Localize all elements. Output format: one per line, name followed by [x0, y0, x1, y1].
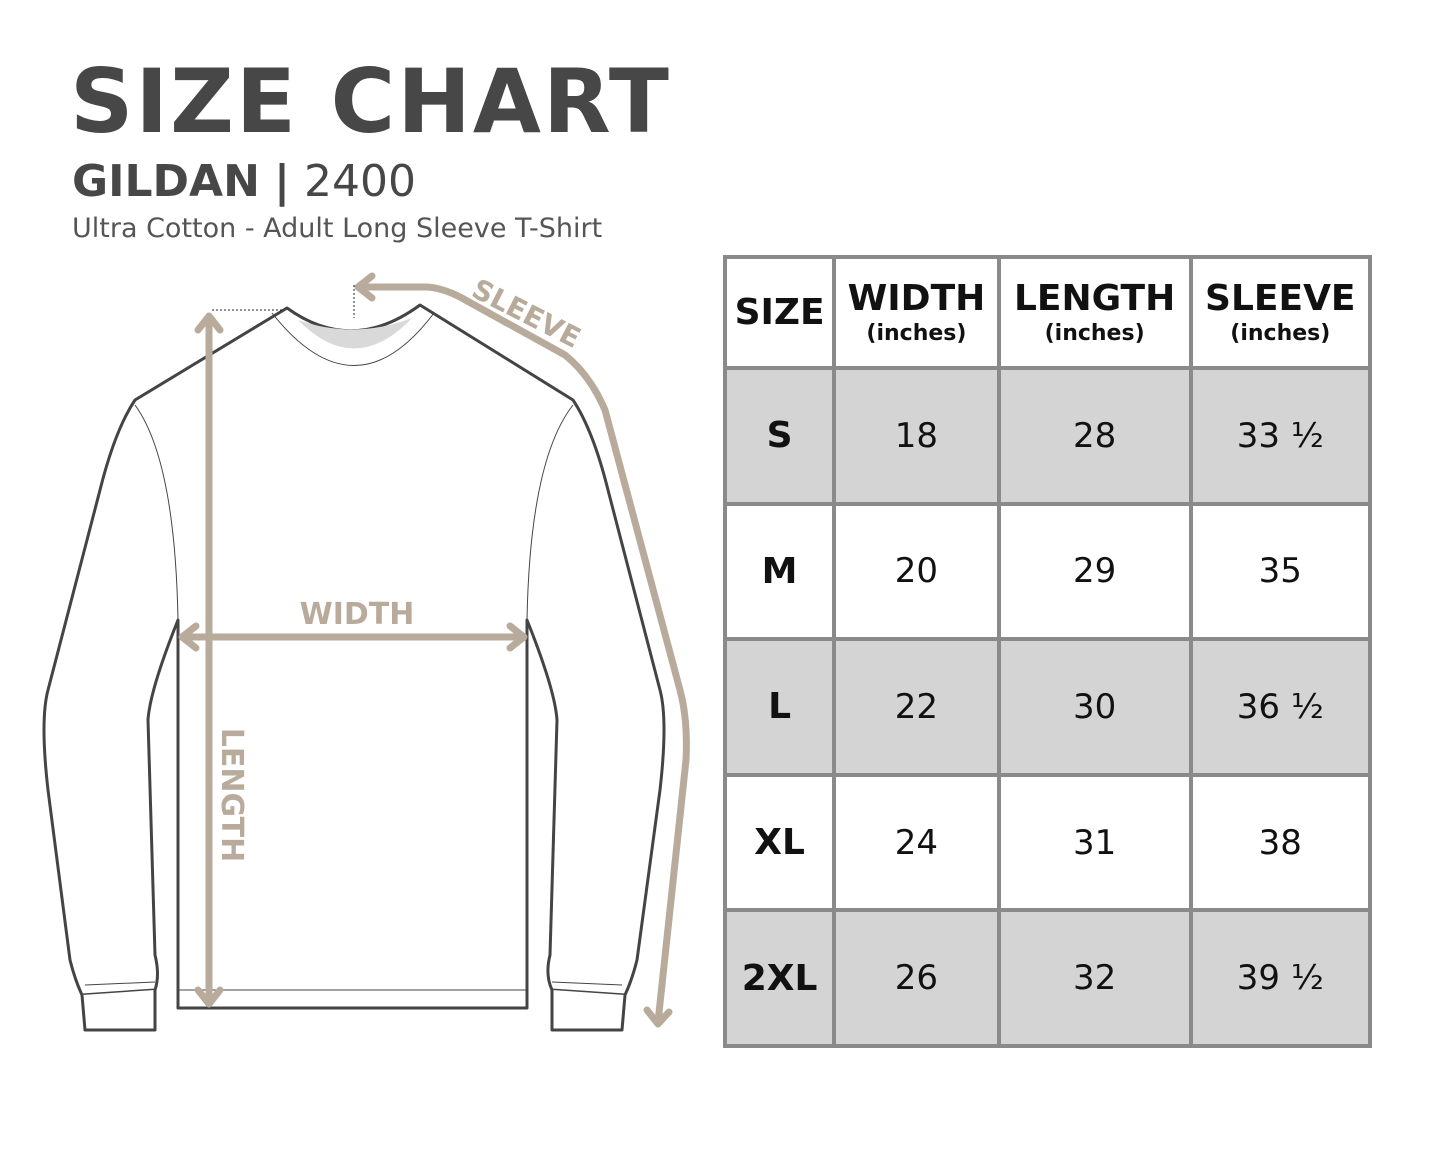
length-cell: 29: [996, 501, 1193, 642]
neck-label-area: [298, 318, 412, 349]
size-cell: 2XL: [722, 908, 837, 1048]
size-cell: M: [722, 501, 837, 642]
page-title: SIZE CHART: [70, 50, 671, 153]
width-cell: 20: [832, 501, 1001, 642]
column-unit: (inches): [866, 320, 967, 346]
width-cell: 24: [832, 772, 1001, 913]
column-unit: (inches): [1230, 320, 1331, 346]
width-cell: 26: [832, 908, 1001, 1048]
width-arrowheads: [178, 622, 528, 652]
length-cell: 28: [996, 366, 1193, 506]
table-row: 2XL 26 32 39 ½: [722, 908, 1373, 1048]
measure-guides: [212, 285, 355, 318]
brand-name: GILDAN: [72, 156, 260, 207]
product-subtitle: Ultra Cotton - Adult Long Sleeve T-Shirt: [72, 213, 603, 244]
measurement-arrows: [178, 272, 690, 1028]
length-arrowheads: [194, 312, 224, 1008]
size-cell: S: [722, 366, 837, 506]
sleeve-cell: 38: [1188, 772, 1373, 913]
length-cell: 31: [996, 772, 1193, 913]
column-header-size: SIZE: [722, 255, 837, 370]
column-header-width: WIDTH (inches): [832, 255, 1001, 370]
length-cell: 30: [996, 637, 1193, 777]
brand-separator: |: [273, 156, 291, 207]
column-header-length: LENGTH (inches): [996, 255, 1193, 370]
brand-line: GILDAN | 2400: [72, 160, 416, 204]
column-label: SLEEVE: [1205, 277, 1356, 319]
shirt-outline: [42, 303, 666, 1032]
model-number: 2400: [304, 156, 416, 207]
column-label: WIDTH: [847, 277, 986, 319]
table-row: L 22 30 36 ½: [722, 637, 1373, 777]
table-row: M 20 29 35: [722, 501, 1373, 642]
column-label: LENGTH: [1013, 277, 1176, 319]
size-table: SIZE WIDTH (inches) LENGTH (inches) SLEEVE…: [722, 255, 1373, 1048]
shirt-diagram: WIDTH LENGTH SLEEVE: [42, 272, 690, 1032]
table-row: S 18 28 33 ½: [722, 366, 1373, 506]
length-label: LENGTH: [214, 728, 249, 862]
width-cell: 22: [832, 637, 1001, 777]
collar-seam: [271, 312, 435, 366]
size-cell: L: [722, 637, 837, 777]
sleeve-arrow: [356, 283, 690, 1026]
column-unit: (inches): [1044, 320, 1145, 346]
table-header-row: SIZE WIDTH (inches) LENGTH (inches) SLEEVE…: [722, 255, 1373, 370]
size-cell: XL: [722, 772, 837, 913]
sleeve-cell: 36 ½: [1188, 637, 1373, 777]
width-label: WIDTH: [300, 597, 415, 632]
sleeve-arrowheads: [354, 272, 673, 1028]
column-header-sleeve: SLEEVE (inches): [1188, 255, 1373, 370]
sleeve-cell: 35: [1188, 501, 1373, 642]
sleeve-cell: 39 ½: [1188, 908, 1373, 1048]
length-cell: 32: [996, 908, 1193, 1048]
shirt-seams: [84, 404, 623, 991]
table-row: XL 24 31 38: [722, 772, 1373, 913]
sleeve-cell: 33 ½: [1188, 366, 1373, 506]
width-cell: 18: [832, 366, 1001, 506]
column-label: SIZE: [734, 291, 825, 333]
